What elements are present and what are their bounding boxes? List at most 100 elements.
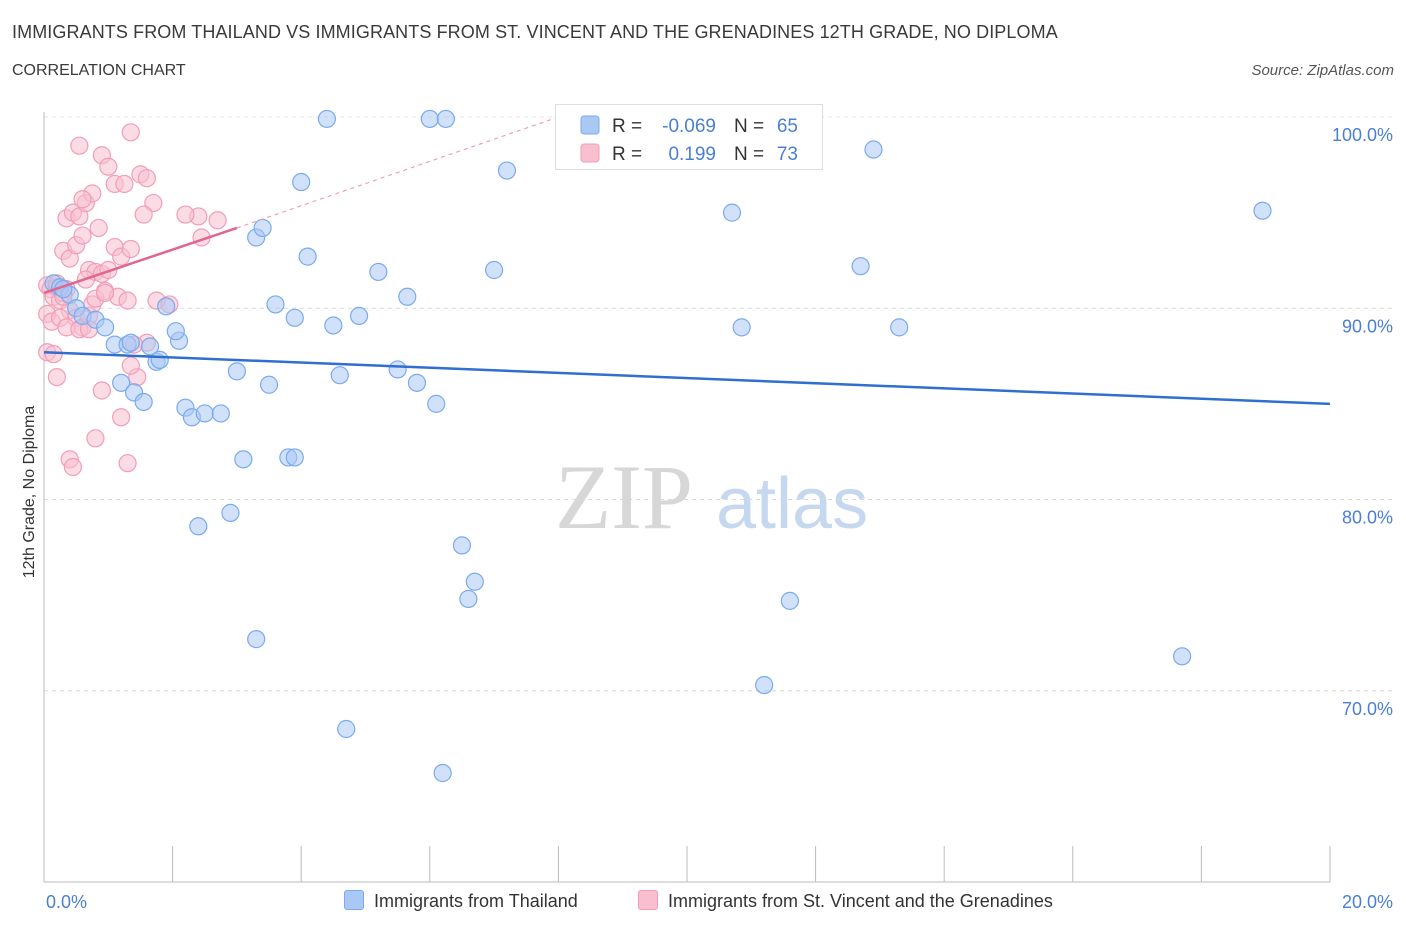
point-vincent bbox=[118, 454, 137, 473]
bottom-legend-thailand: Immigrants from Thailand bbox=[344, 890, 578, 912]
y-tick-label: 70.0% bbox=[1342, 699, 1393, 719]
y-tick-label: 90.0% bbox=[1342, 316, 1393, 336]
point-thailand bbox=[497, 161, 517, 180]
chart-title: IMMIGRANTS FROM THAILAND VS IMMIGRANTS F… bbox=[12, 22, 1058, 42]
trend-extension-vincent bbox=[236, 116, 559, 229]
point-thailand bbox=[722, 203, 742, 222]
point-thailand bbox=[465, 572, 484, 591]
point-vincent bbox=[115, 174, 134, 194]
point-vincent bbox=[121, 123, 140, 142]
point-thailand bbox=[157, 297, 176, 316]
point-thailand bbox=[195, 404, 214, 423]
legend-swatch-vincent bbox=[580, 143, 600, 163]
x-tick-label-max: 20.0% bbox=[1342, 892, 1393, 912]
point-thailand bbox=[285, 308, 304, 327]
legend-r-label-vincent: R = bbox=[612, 144, 642, 165]
series-thailand bbox=[44, 109, 1272, 783]
gridlines: 70.0% 80.0% 90.0% 100.0% bbox=[44, 116, 1393, 719]
point-thailand bbox=[285, 448, 304, 467]
axes: 0.0% 20.0% bbox=[43, 112, 1393, 912]
point-thailand bbox=[227, 362, 246, 381]
point-thailand bbox=[1173, 647, 1192, 666]
point-thailand bbox=[292, 172, 311, 192]
point-vincent bbox=[121, 356, 140, 375]
point-thailand bbox=[324, 316, 343, 335]
chart-subtitle: CORRELATION CHART bbox=[12, 62, 186, 79]
point-thailand bbox=[253, 218, 272, 238]
point-thailand bbox=[330, 366, 349, 385]
point-thailand bbox=[436, 109, 455, 129]
point-vincent bbox=[89, 218, 108, 238]
point-thailand bbox=[112, 373, 131, 392]
point-vincent bbox=[73, 190, 92, 209]
point-vincent bbox=[44, 345, 63, 364]
point-thailand bbox=[427, 394, 446, 413]
bottom-legend-swatch-vincent bbox=[638, 890, 658, 910]
legend-svg: R = -0.069 N = 65 R = 0.199 N = 73 bbox=[580, 115, 798, 165]
point-thailand bbox=[459, 589, 478, 609]
point-thailand bbox=[211, 404, 230, 423]
point-vincent bbox=[63, 457, 83, 477]
legend-n-label-thailand: N = bbox=[734, 116, 764, 137]
point-vincent bbox=[118, 291, 137, 310]
point-vincent bbox=[176, 205, 195, 224]
legend-n-value-vincent: 73 bbox=[777, 144, 798, 165]
point-thailand bbox=[864, 140, 883, 159]
point-thailand bbox=[407, 373, 427, 392]
point-thailand bbox=[452, 536, 472, 555]
point-thailand bbox=[189, 517, 208, 536]
point-thailand bbox=[259, 375, 279, 394]
bottom-legend-vincent: Immigrants from St. Vincent and the Gren… bbox=[638, 890, 1053, 912]
point-thailand bbox=[398, 287, 417, 306]
point-vincent bbox=[73, 226, 92, 245]
point-vincent bbox=[86, 429, 105, 448]
point-thailand bbox=[337, 719, 356, 739]
point-thailand bbox=[95, 318, 115, 337]
point-thailand bbox=[420, 109, 439, 129]
point-thailand bbox=[266, 295, 285, 314]
point-vincent bbox=[134, 205, 153, 224]
legend-n-value-thailand: 65 bbox=[777, 116, 798, 137]
point-thailand bbox=[140, 337, 160, 356]
point-thailand bbox=[369, 262, 388, 282]
point-thailand bbox=[234, 450, 253, 469]
point-thailand bbox=[433, 763, 452, 783]
point-thailand bbox=[388, 360, 407, 379]
legend-swatch-thailand bbox=[580, 115, 600, 135]
source-label: Source: ZipAtlas.com bbox=[1251, 62, 1394, 79]
point-vincent bbox=[137, 169, 156, 188]
point-thailand bbox=[150, 350, 169, 369]
legend-r-value-thailand: -0.069 bbox=[662, 116, 716, 137]
point-thailand bbox=[890, 318, 909, 337]
trend-line-thailand bbox=[43, 350, 1331, 406]
legend-r-value-vincent: 0.199 bbox=[668, 144, 716, 165]
bottom-legend-swatch-thailand bbox=[344, 890, 364, 910]
point-thailand bbox=[755, 675, 774, 695]
bottom-legend-label-thailand: Immigrants from Thailand bbox=[374, 891, 578, 911]
point-thailand bbox=[121, 333, 140, 352]
point-thailand bbox=[780, 591, 799, 610]
legend-r-label-thailand: R = bbox=[612, 116, 642, 137]
point-thailand bbox=[298, 247, 317, 266]
trend-line-vincent bbox=[43, 226, 238, 295]
watermark-atlas: atlas bbox=[716, 464, 868, 544]
point-thailand bbox=[247, 630, 266, 649]
point-thailand bbox=[732, 318, 751, 337]
x-tick-label-min: 0.0% bbox=[46, 892, 87, 912]
legend-n-label-vincent: N = bbox=[734, 144, 764, 165]
bottom-legend-label-vincent: Immigrants from St. Vincent and the Gren… bbox=[668, 891, 1053, 911]
y-tick-label: 80.0% bbox=[1342, 508, 1393, 528]
point-vincent bbox=[121, 239, 140, 259]
legend-box: R = -0.069 N = 65 R = 0.199 N = 73 bbox=[555, 104, 823, 170]
y-tick-label: 100.0% bbox=[1332, 125, 1393, 145]
point-thailand bbox=[485, 260, 504, 280]
watermark: ZIP atlas bbox=[555, 446, 868, 548]
point-vincent bbox=[99, 157, 118, 176]
point-vincent bbox=[112, 408, 131, 427]
y-axis-label: 12th Grade, No Diploma bbox=[21, 406, 38, 579]
point-thailand bbox=[134, 392, 153, 412]
point-thailand bbox=[317, 109, 337, 129]
trend-lines bbox=[43, 116, 1331, 406]
point-vincent bbox=[70, 136, 89, 155]
